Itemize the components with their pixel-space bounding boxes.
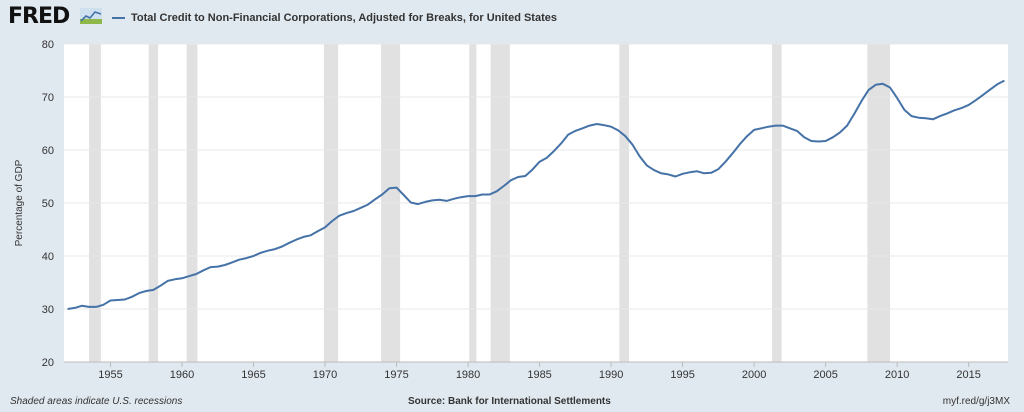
x-tick-label: 1995 bbox=[670, 369, 694, 381]
x-tick-label: 1990 bbox=[599, 369, 623, 381]
y-tick-label: 60 bbox=[42, 145, 54, 157]
y-tick-label: 50 bbox=[42, 198, 54, 210]
legend-swatch bbox=[112, 17, 125, 19]
y-axis: 20 30 40 50 60 70 80 bbox=[42, 39, 54, 369]
x-tick-label: 2010 bbox=[885, 369, 909, 381]
x-tick-label: 1975 bbox=[384, 369, 408, 381]
y-tick-label: 70 bbox=[42, 92, 54, 104]
x-tick-label: 2005 bbox=[813, 369, 837, 381]
fred-chart-icon bbox=[80, 8, 102, 24]
series-line bbox=[67, 79, 1005, 310]
x-tick-label: 1960 bbox=[170, 369, 194, 381]
x-tick-label: 2015 bbox=[956, 369, 980, 381]
y-tick-label: 80 bbox=[42, 39, 54, 51]
header: FRED Total Credit to Non-Financial Corpo… bbox=[0, 0, 1024, 36]
y-axis-label: Percentage of GDP bbox=[14, 159, 25, 246]
source-note: Source: Bank for International Settlemen… bbox=[408, 396, 611, 407]
x-tick-label: 2000 bbox=[742, 369, 766, 381]
y-tick-label: 20 bbox=[42, 357, 54, 369]
x-axis: 1955 1960 1965 1970 1975 1980 1985 1990 1995 2000… bbox=[64, 361, 1008, 381]
series-layer bbox=[67, 79, 1005, 310]
legend: Total Credit to Non-Financial Corporatio… bbox=[112, 10, 557, 26]
x-tick-label: 1955 bbox=[98, 369, 122, 381]
y-tick-label: 30 bbox=[42, 304, 54, 316]
x-tick-label: 1965 bbox=[241, 369, 265, 381]
x-tick-label: 1985 bbox=[527, 369, 551, 381]
legend-series-label: Total Credit to Non-Financial Corporatio… bbox=[131, 12, 557, 24]
x-tick-label: 1970 bbox=[313, 369, 337, 381]
fred-logo[interactable]: FRED bbox=[8, 4, 70, 29]
x-tick-label: 1980 bbox=[456, 369, 480, 381]
short-url-link[interactable]: myf.red/g/j3MX bbox=[942, 396, 1010, 407]
recession-note: Shaded areas indicate U.S. recessions bbox=[10, 396, 183, 407]
y-tick-label: 40 bbox=[42, 251, 54, 263]
